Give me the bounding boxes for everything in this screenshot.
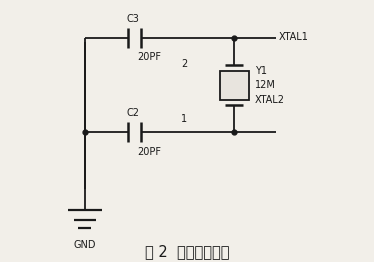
Text: 图 2  系统振荡电路: 图 2 系统振荡电路 <box>145 244 229 259</box>
Text: Y1: Y1 <box>255 66 267 76</box>
Text: C2: C2 <box>127 108 140 118</box>
Text: GND: GND <box>74 240 96 250</box>
Text: 20PF: 20PF <box>137 52 161 62</box>
Text: 2: 2 <box>181 59 187 69</box>
Text: XTAL2: XTAL2 <box>255 95 285 105</box>
Text: 20PF: 20PF <box>137 147 161 157</box>
Text: XTAL1: XTAL1 <box>279 32 309 42</box>
Text: C3: C3 <box>127 14 140 24</box>
Bar <box>220 71 249 100</box>
Text: 12M: 12M <box>255 80 276 90</box>
Text: 1: 1 <box>181 114 187 124</box>
